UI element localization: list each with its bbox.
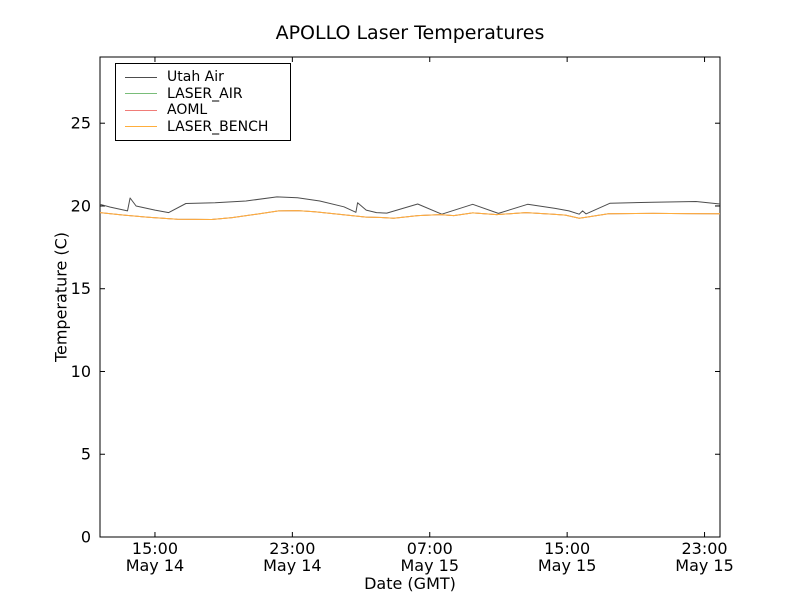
x-tick-label-time: 15:00 [132, 539, 178, 558]
chart-title: APOLLO Laser Temperatures [275, 22, 545, 44]
x-tick-label-time: 07:00 [407, 539, 453, 558]
legend-line-sample [125, 109, 157, 111]
x-tick-label-time: 23:00 [269, 539, 315, 558]
legend-label: Utah Air [167, 69, 224, 86]
series-line-laser-bench [99, 210, 721, 220]
x-axis-label: Date (GMT) [364, 574, 456, 593]
x-tick-label-date: May 15 [538, 556, 597, 575]
legend-entry-laser-air: LASER_AIR [116, 86, 290, 103]
legend-line-sample [125, 76, 157, 78]
x-tick-label-time: 15:00 [544, 539, 590, 558]
y-tick-label: 25 [71, 114, 91, 133]
y-tick-label: 0 [81, 528, 91, 547]
x-tick-label-date: May 14 [126, 556, 185, 575]
legend-label: AOML [167, 102, 208, 119]
y-tick-label: 20 [71, 196, 91, 215]
legend-line-sample [125, 126, 157, 128]
legend: Utah Air LASER_AIR AOML LASER_BENCH [115, 63, 291, 141]
legend-entry-aoml: AOML [116, 102, 290, 119]
x-tick-label-time: 23:00 [681, 539, 727, 558]
legend-label: LASER_BENCH [167, 118, 269, 135]
series-line-laser-air [99, 210, 721, 220]
x-tick-label-date: May 15 [675, 556, 734, 575]
legend-entry-utah-air: Utah Air [116, 69, 290, 86]
legend-label: LASER_AIR [167, 85, 243, 102]
y-tick-label: 15 [71, 279, 91, 298]
legend-entry-laser-bench: LASER_BENCH [116, 119, 290, 136]
x-tick-label-date: May 14 [263, 556, 322, 575]
y-tick-label: 5 [81, 445, 91, 464]
series-line-utah-air [99, 196, 721, 215]
series-line-aoml [99, 210, 721, 220]
x-tick-label-date: May 15 [400, 556, 459, 575]
legend-line-sample [125, 93, 157, 95]
axes-frame [99, 56, 721, 538]
y-tick-label: 10 [71, 362, 91, 381]
